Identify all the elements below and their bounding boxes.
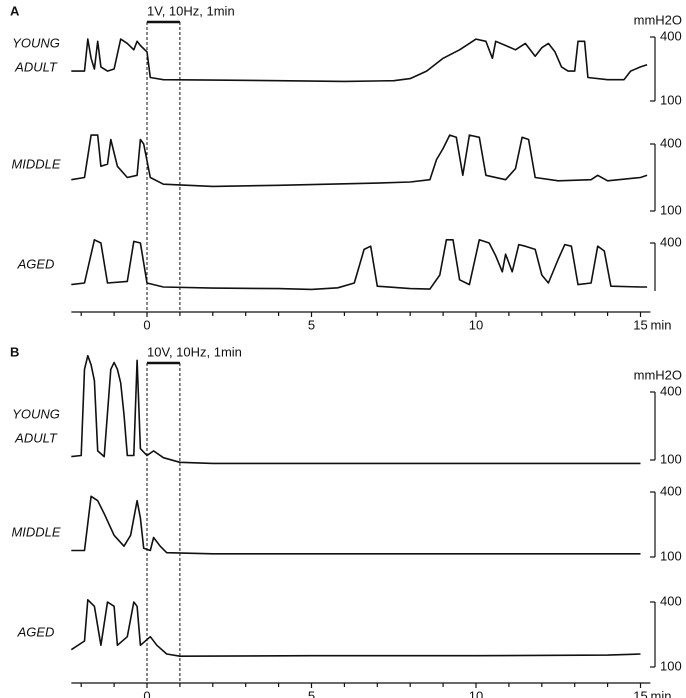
x-tick-label: 10: [469, 688, 483, 698]
x-tick-label: 0: [143, 317, 150, 332]
x-unit: min: [651, 688, 672, 698]
trace-label: AGED: [17, 624, 55, 639]
trace-label: YOUNG: [12, 35, 60, 50]
trace: [71, 495, 641, 555]
trace: [71, 134, 648, 188]
y-tick-label: 400: [660, 28, 682, 43]
trace-label: AGED: [17, 256, 55, 271]
y-tick-label: 100: [660, 202, 682, 217]
trace-label: ADULT: [14, 430, 58, 445]
y-tick-label: 100: [660, 548, 682, 563]
y-tick-label: 400: [660, 593, 682, 608]
trace-label: MIDDLE: [11, 524, 60, 539]
y-tick-label: 400: [660, 483, 682, 498]
panel-letter: A: [10, 3, 20, 18]
y-tick-label: 100: [660, 451, 682, 466]
y-tick-label: 100: [660, 658, 682, 673]
y-tick-label: 400: [660, 383, 682, 398]
trace: [71, 38, 648, 83]
trace-label: MIDDLE: [11, 156, 60, 171]
panel-letter: B: [10, 344, 19, 359]
stimulus-label: 1V, 10Hz, 1min: [147, 3, 235, 18]
y-tick-label: 400: [660, 234, 682, 249]
y-unit: mmH2O: [634, 367, 682, 382]
x-tick-label: 5: [308, 688, 315, 698]
y-unit: mmH2O: [634, 12, 682, 27]
y-tick-label: 100: [660, 92, 682, 107]
trace: [71, 354, 641, 465]
x-tick-label: 5: [308, 317, 315, 332]
x-tick-label: 10: [469, 317, 483, 332]
trace: [71, 239, 648, 291]
trace-label: YOUNG: [12, 406, 60, 421]
stimulus-label: 10V, 10Hz, 1min: [147, 344, 242, 359]
x-unit: min: [651, 317, 672, 332]
trace-label: ADULT: [14, 59, 58, 74]
x-tick-label: 15: [633, 688, 647, 698]
x-tick-label: 0: [143, 688, 150, 698]
trace: [70, 599, 641, 657]
x-tick-label: 15: [633, 317, 647, 332]
y-tick-label: 400: [660, 135, 682, 150]
